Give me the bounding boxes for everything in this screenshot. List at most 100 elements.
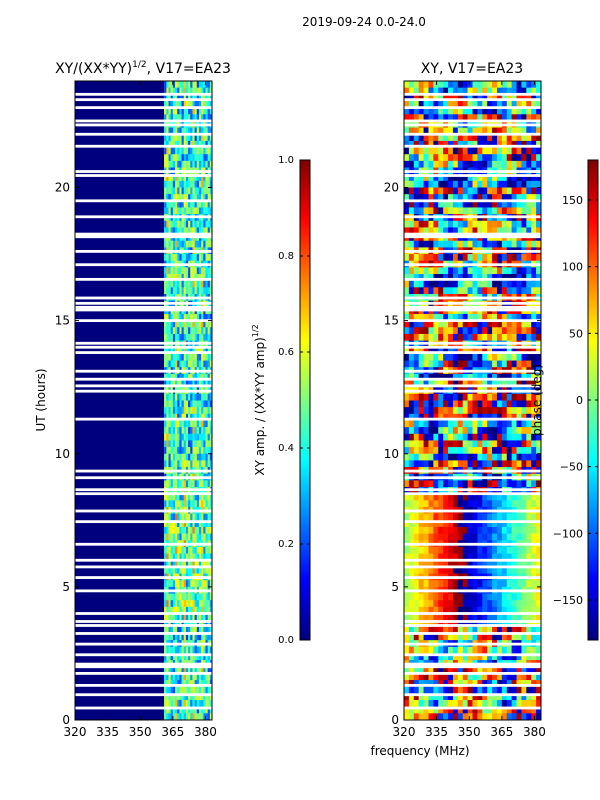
amplitude-cell xyxy=(196,134,200,142)
amplitude-cell xyxy=(166,420,170,428)
amplitude-cell xyxy=(192,180,196,188)
phase-cell xyxy=(452,267,459,275)
amplitude-cell xyxy=(203,333,206,342)
phase-cell xyxy=(487,593,493,601)
amplitude-cell xyxy=(164,613,167,621)
phase-cell xyxy=(501,447,508,455)
phase-cell xyxy=(467,393,473,401)
phase-cell xyxy=(404,673,410,681)
amplitude-cell xyxy=(205,566,209,575)
phase-cell xyxy=(536,593,541,601)
phase-cell xyxy=(462,327,469,335)
amplitude-cell xyxy=(194,706,198,714)
phase-xtick-label: 350 xyxy=(458,725,481,739)
phase-cell xyxy=(526,313,532,322)
amplitude-cell xyxy=(198,393,202,401)
amplitude-cell xyxy=(181,633,185,641)
phase-cell xyxy=(536,380,541,388)
amplitude-cell xyxy=(166,320,170,328)
amplitude-cell xyxy=(170,353,174,362)
amplitude-cell xyxy=(192,533,196,541)
amplitude-cell xyxy=(164,700,167,708)
phase-cell xyxy=(521,353,527,362)
phase-cell xyxy=(423,320,429,328)
amplitude-cell xyxy=(170,127,174,135)
amplitude-cell xyxy=(177,114,180,122)
flagged-gap xyxy=(75,132,212,136)
amplitude-cell xyxy=(201,513,204,521)
amplitude-cell xyxy=(175,194,178,202)
amplitude-cell xyxy=(192,500,196,508)
amplitude-cell xyxy=(177,713,180,720)
phase-cell xyxy=(457,613,464,621)
phase-cell xyxy=(408,440,415,448)
phase-cell xyxy=(482,566,488,575)
phase-cell xyxy=(428,566,434,575)
phase-cell xyxy=(423,613,429,621)
amplitude-cell xyxy=(164,713,167,720)
amplitude-cell xyxy=(170,320,174,328)
phase-cell xyxy=(438,313,444,322)
phase-cell xyxy=(462,413,469,421)
flagged-gap xyxy=(75,305,212,309)
amplitude-cell xyxy=(175,147,178,155)
phase-cell xyxy=(457,533,464,541)
amplitude-cell xyxy=(209,413,212,421)
amplitude-cell xyxy=(179,393,183,401)
phase-cell xyxy=(467,347,473,355)
phase-cell xyxy=(408,706,415,714)
amplitude-cell xyxy=(175,373,178,382)
amplitude-cell xyxy=(207,427,211,435)
phase-cell xyxy=(496,420,503,428)
phase-cell xyxy=(511,546,518,555)
phase-cell xyxy=(433,347,439,355)
amplitude-cell xyxy=(175,566,178,575)
phase-cell xyxy=(501,453,508,461)
phase-cell xyxy=(492,267,498,275)
phase-cell xyxy=(413,254,420,262)
phase-cell xyxy=(418,134,425,142)
amplitude-cell xyxy=(181,134,185,142)
amplitude-cell xyxy=(185,200,189,208)
amplitude-cell xyxy=(203,100,206,109)
amplitude-cell xyxy=(190,194,193,202)
amplitude-cell xyxy=(179,580,183,588)
amplitude-cell xyxy=(198,460,202,468)
amplitude-cell xyxy=(170,553,174,561)
phase-cell xyxy=(482,453,488,461)
phase-cell xyxy=(443,500,449,508)
amplitude-cell xyxy=(179,500,183,508)
phase-cell xyxy=(482,327,488,335)
phase-cell xyxy=(418,227,425,235)
phase-cell xyxy=(448,633,454,641)
phase-cell xyxy=(462,580,469,588)
amplitude-cell xyxy=(194,693,198,701)
phase-cell xyxy=(506,520,513,528)
phase-cell xyxy=(433,666,439,674)
amplitude-cell xyxy=(205,107,209,115)
phase-cell xyxy=(511,287,518,295)
amplitude-cell xyxy=(179,227,183,235)
phase-cell xyxy=(531,180,537,188)
phase-cell xyxy=(482,140,488,149)
phase-cell xyxy=(408,353,415,362)
amplitude-cell xyxy=(203,360,206,368)
phase-cell xyxy=(477,94,483,102)
phase-cell xyxy=(536,440,541,448)
amplitude-cell xyxy=(194,433,198,441)
phase-cell xyxy=(452,313,459,322)
phase-cell xyxy=(492,666,498,674)
amplitude-cell xyxy=(203,440,206,448)
phase-cell xyxy=(428,373,434,382)
amplitude-cell xyxy=(209,320,212,328)
phase-cell xyxy=(506,453,513,461)
phase-cell xyxy=(438,333,444,342)
amplitude-cell xyxy=(192,620,196,628)
amplitude-cell xyxy=(198,546,202,555)
amplitude-cell xyxy=(181,400,185,408)
phase-cell xyxy=(487,553,493,561)
phase-cell xyxy=(462,134,469,142)
phase-cell xyxy=(487,520,493,528)
amplitude-cell xyxy=(207,680,211,688)
phase-cell xyxy=(448,680,454,688)
